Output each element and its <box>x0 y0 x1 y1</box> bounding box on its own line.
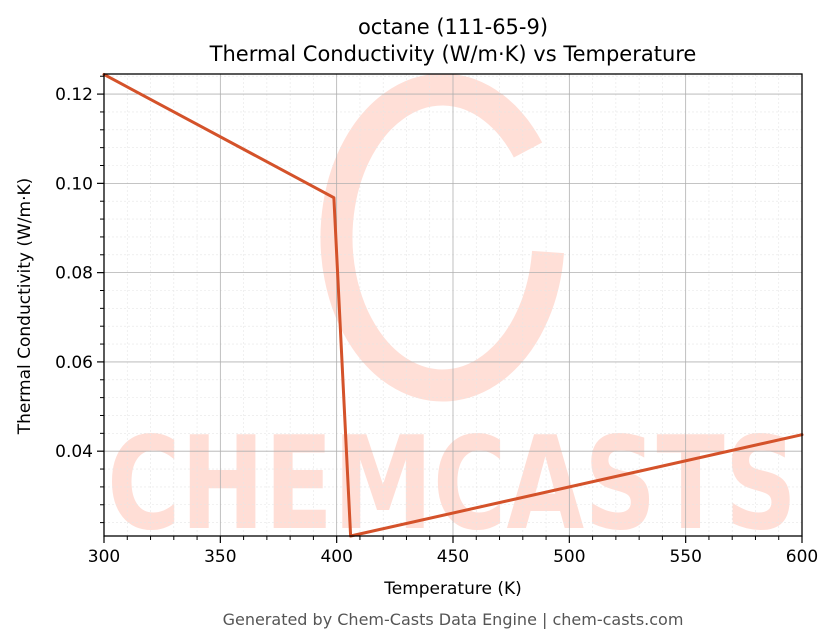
x-tick-label: 350 <box>204 547 236 567</box>
y-tick-label: 0.06 <box>55 353 93 373</box>
chart-subtitle: Thermal Conductivity (W/m·K) vs Temperat… <box>209 42 697 66</box>
x-tick-label: 500 <box>553 547 585 567</box>
series-layer <box>102 72 804 538</box>
y-tick-label: 0.08 <box>55 264 93 284</box>
x-tick-label: 400 <box>320 547 352 567</box>
x-tick-label: 600 <box>786 547 818 567</box>
watermark-logo: CHEMCASTS <box>107 73 797 559</box>
chart-title: octane (111-65-9) <box>358 15 548 39</box>
watermark-text: CHEMCASTS <box>107 410 797 559</box>
x-axis: 300 350 400 450 500 550 600 <box>88 536 818 567</box>
watermark-swirl <box>320 73 564 402</box>
x-tick-label: 300 <box>88 547 120 567</box>
y-tick-label: 0.10 <box>55 174 93 194</box>
x-axis-label: Temperature (K) <box>383 579 522 599</box>
series-line <box>102 72 804 538</box>
y-tick-label: 0.12 <box>55 85 93 105</box>
y-axis-label: Thermal Conductivity (W/m·K) <box>15 178 35 436</box>
footer-credit: Generated by Chem-Casts Data Engine | ch… <box>223 610 684 629</box>
y-tick-label: 0.04 <box>55 442 93 462</box>
x-tick-label: 450 <box>437 547 469 567</box>
x-tick-label: 550 <box>669 547 701 567</box>
y-axis: 0.04 0.06 0.08 0.10 0.12 <box>55 75 104 524</box>
